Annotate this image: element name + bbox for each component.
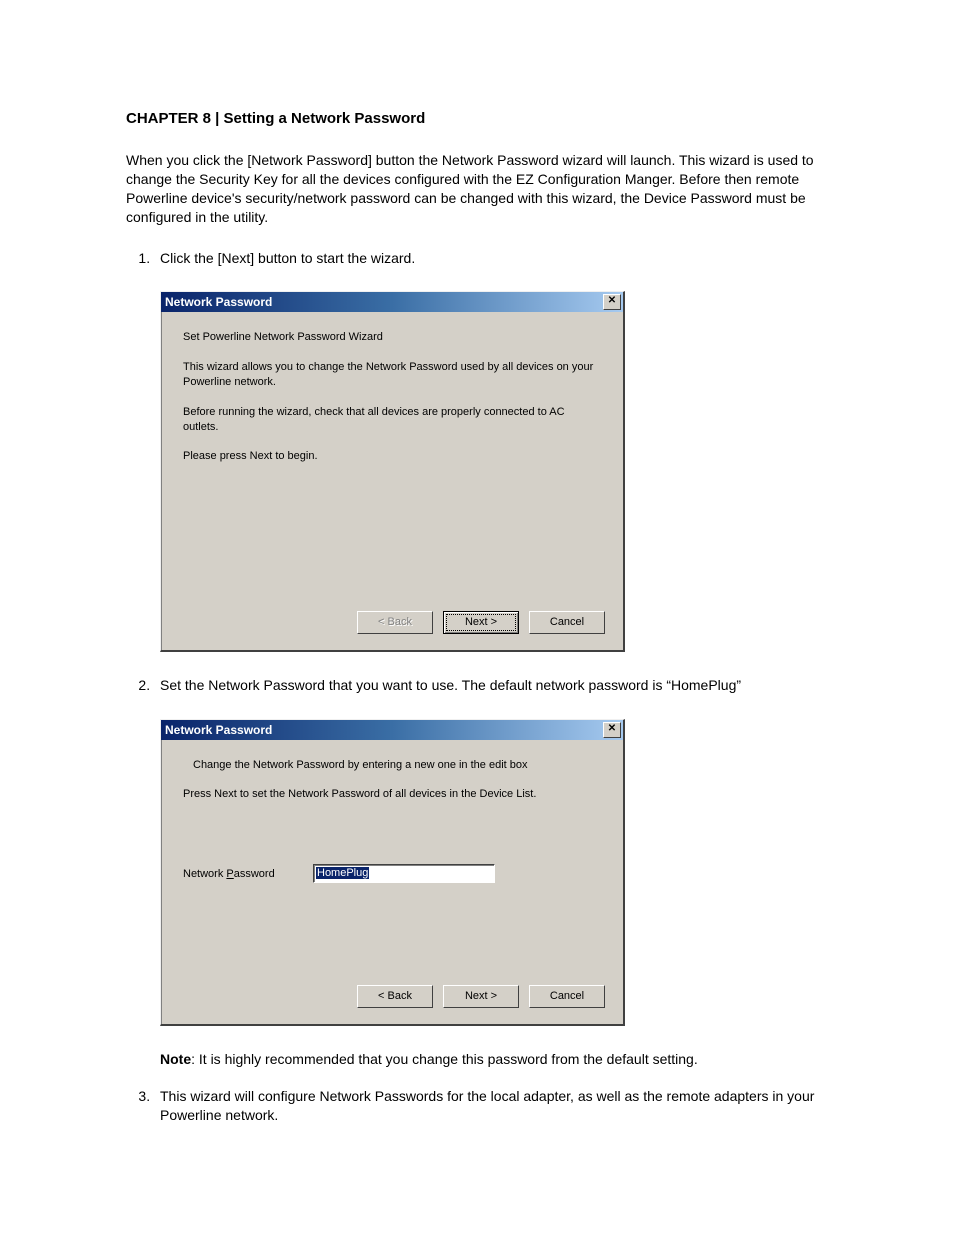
intro-paragraph: When you click the [Network Password] bu… xyxy=(126,151,834,227)
dialog-2-wrap: Network Password ✕ Change the Network Pa… xyxy=(160,719,834,1027)
note-text: : It is highly recommended that you chan… xyxy=(191,1051,698,1067)
label-pre: Network xyxy=(183,868,226,880)
cancel-button[interactable]: Cancel xyxy=(529,985,605,1008)
step-3: This wizard will configure Network Passw… xyxy=(154,1087,834,1125)
document-page: CHAPTER 8 | Setting a Network Password W… xyxy=(0,0,954,1203)
dialog-2-body: Change the Network Password by entering … xyxy=(161,740,623,972)
step-1-text: Click the [Next] button to start the wiz… xyxy=(160,250,415,266)
close-icon[interactable]: ✕ xyxy=(603,722,621,738)
label-post: assword xyxy=(234,868,275,880)
note-line: Note: It is highly recommended that you … xyxy=(160,1050,834,1069)
label-accel: P xyxy=(226,868,233,880)
dialog-2-text-1: Change the Network Password by entering … xyxy=(193,758,601,773)
dialog-1-text-2: Before running the wizard, check that al… xyxy=(183,405,601,436)
steps-list: Click the [Next] button to start the wiz… xyxy=(154,249,834,1126)
network-password-dialog-1: Network Password ✕ Set Powerline Network… xyxy=(160,291,625,651)
dialog-2-titlebar: Network Password ✕ xyxy=(161,720,623,740)
password-field-label: Network Password xyxy=(183,867,313,882)
dialog-2-text-2: Press Next to set the Network Password o… xyxy=(183,787,601,802)
step-1: Click the [Next] button to start the wiz… xyxy=(154,249,834,652)
dialog-2-buttons: < Back Next > Cancel xyxy=(161,971,623,1024)
back-button[interactable]: < Back xyxy=(357,985,433,1008)
dialog-1-buttons: < Back Next > Cancel xyxy=(161,597,623,650)
dialog-1-heading: Set Powerline Network Password Wizard xyxy=(183,330,601,345)
dialog-1-title: Network Password xyxy=(165,294,272,310)
back-button: < Back xyxy=(357,611,433,634)
step-2-text: Set the Network Password that you want t… xyxy=(160,677,741,693)
dialog-1-body: Set Powerline Network Password Wizard Th… xyxy=(161,312,623,596)
network-password-dialog-2: Network Password ✕ Change the Network Pa… xyxy=(160,719,625,1027)
spacer xyxy=(183,479,601,589)
chapter-title: CHAPTER 8 | Setting a Network Password xyxy=(126,110,834,127)
password-value: HomePlug xyxy=(316,867,369,879)
dialog-1-titlebar: Network Password ✕ xyxy=(161,292,623,312)
step-2: Set the Network Password that you want t… xyxy=(154,676,834,1070)
network-password-input[interactable]: HomePlug xyxy=(313,864,495,883)
dialog-1-text-1: This wizard allows you to change the Net… xyxy=(183,360,601,391)
cancel-button[interactable]: Cancel xyxy=(529,611,605,634)
dialog-2-title: Network Password xyxy=(165,722,272,738)
note-label: Note xyxy=(160,1051,191,1067)
close-icon[interactable]: ✕ xyxy=(603,294,621,310)
password-field-row: Network Password HomePlug xyxy=(183,864,601,883)
next-button[interactable]: Next > xyxy=(443,985,519,1008)
step-3-text: This wizard will configure Network Passw… xyxy=(160,1088,814,1123)
dialog-1-text-3: Please press Next to begin. xyxy=(183,449,601,464)
next-button[interactable]: Next > xyxy=(443,611,519,634)
dialog-1-wrap: Network Password ✕ Set Powerline Network… xyxy=(160,291,834,651)
